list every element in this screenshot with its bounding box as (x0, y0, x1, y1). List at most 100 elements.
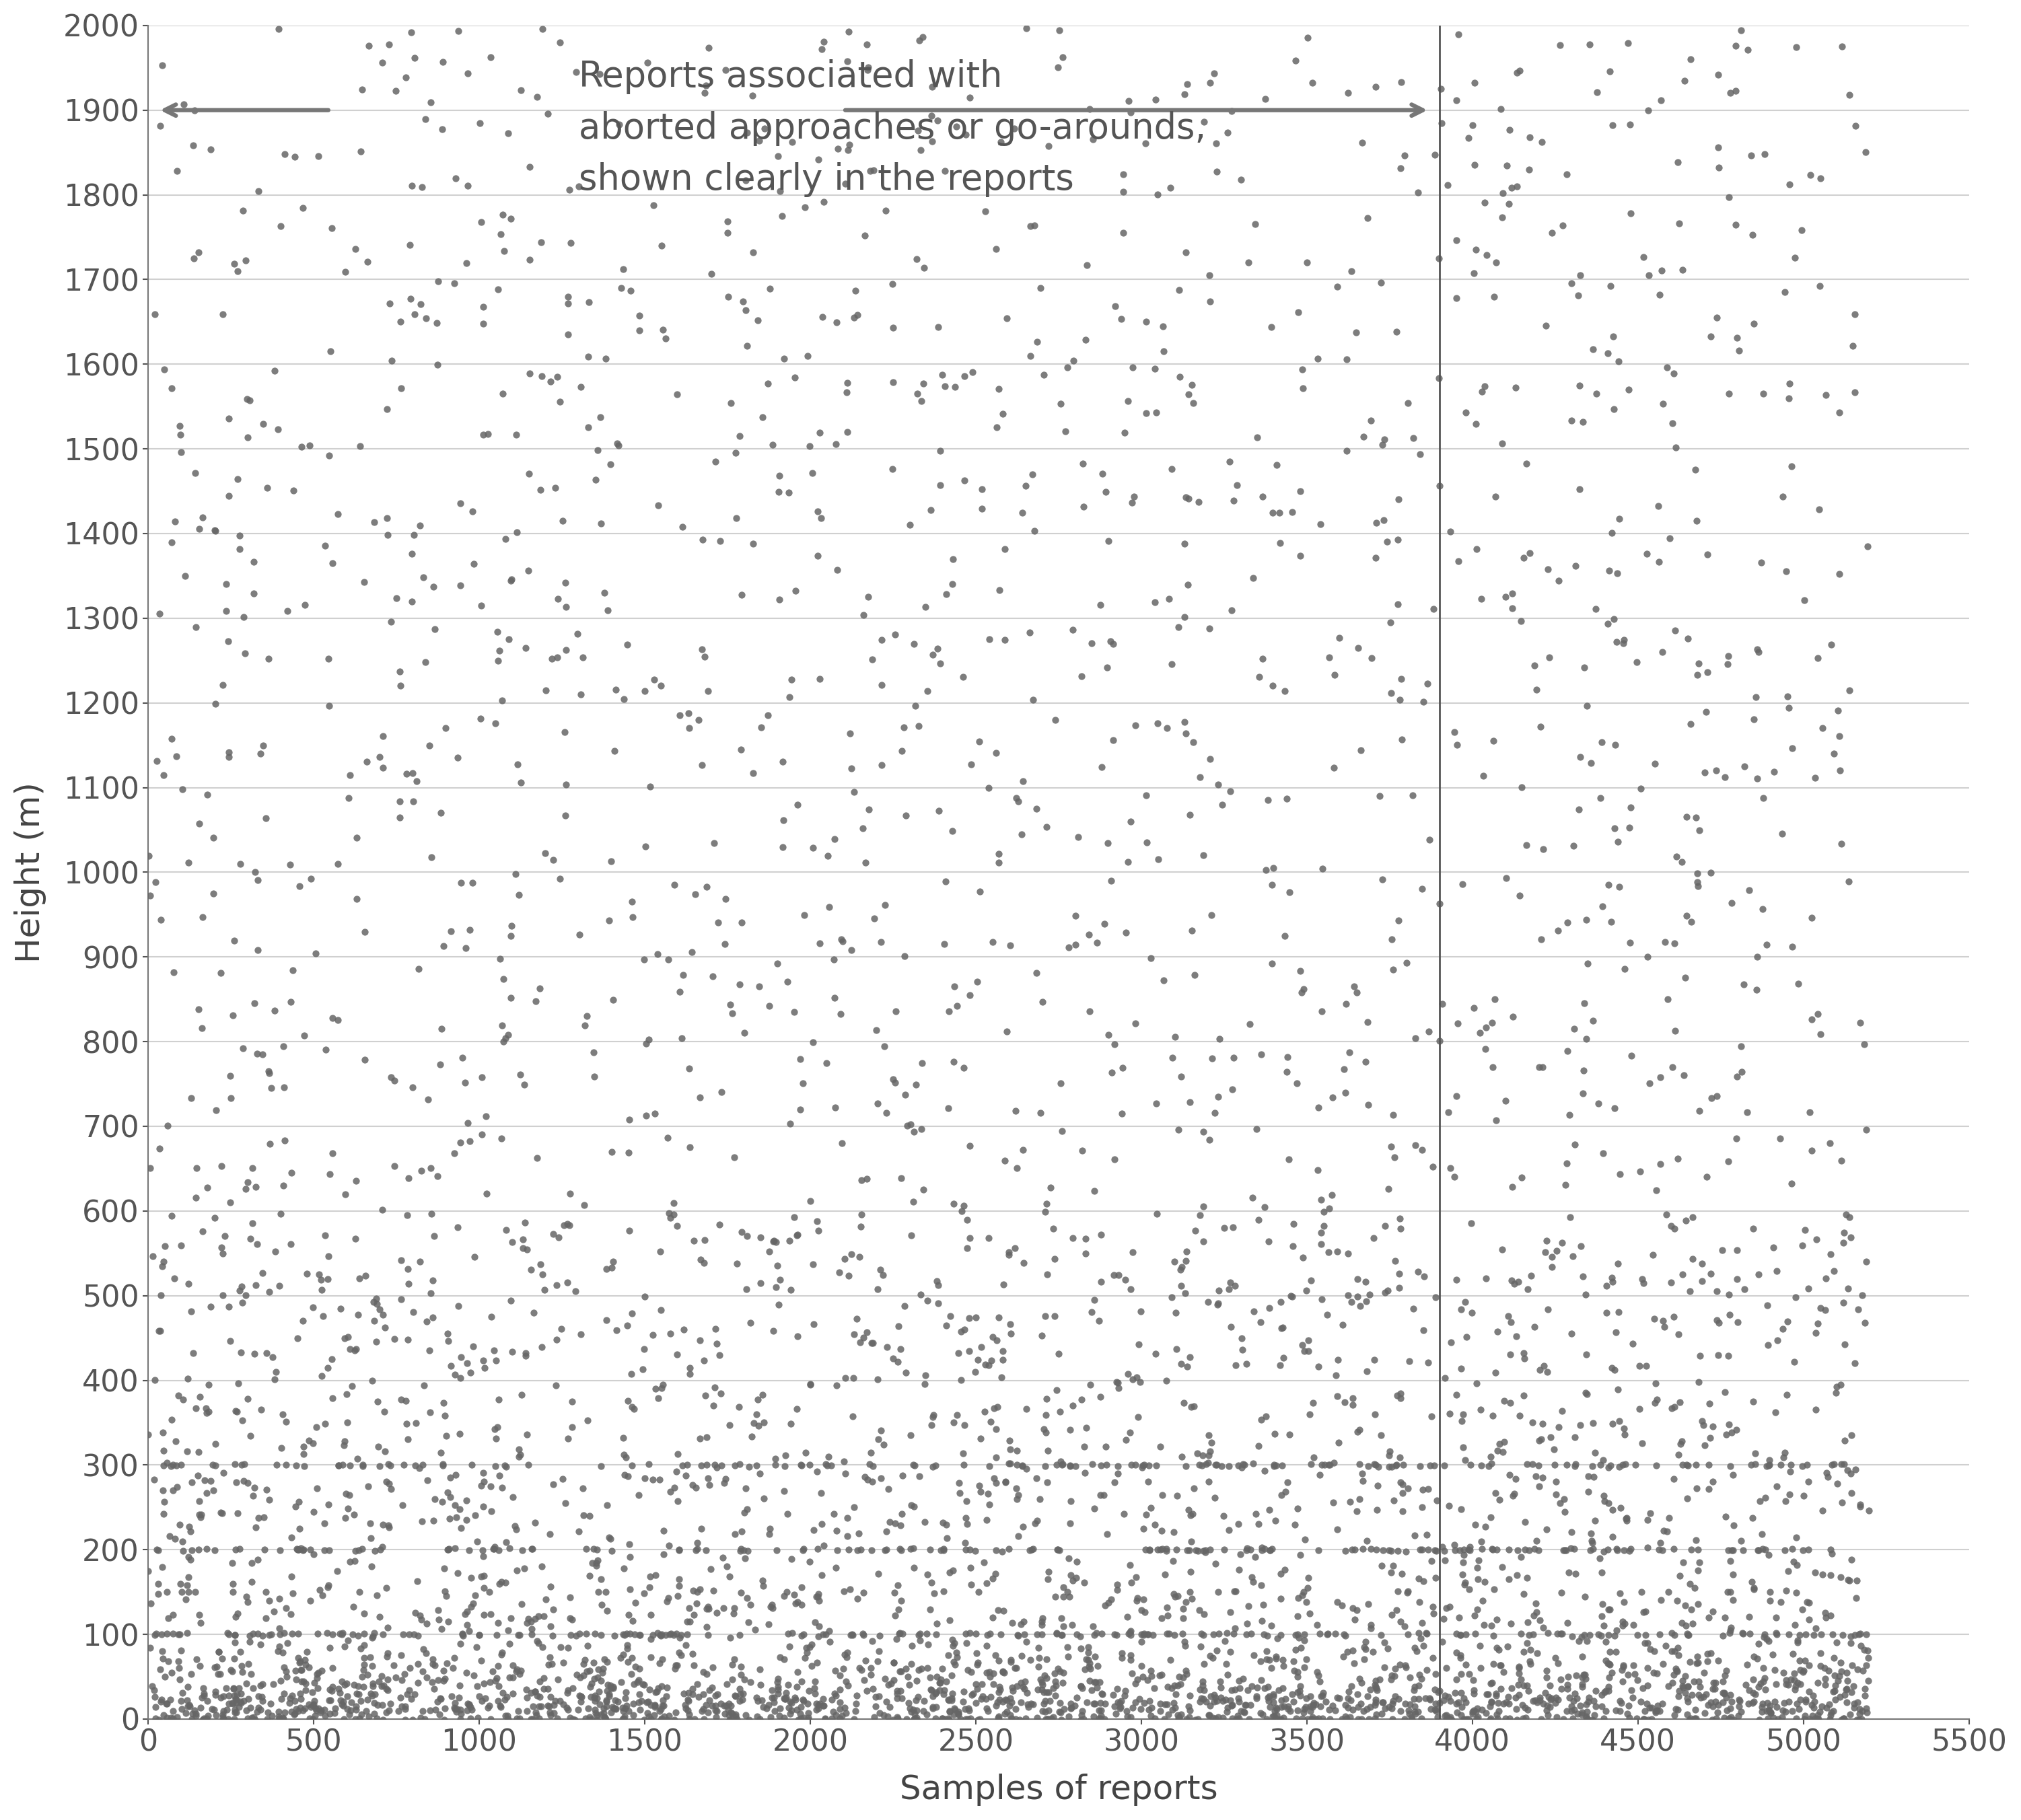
Point (1285, 1330, 1318, 1360)
Point (536, 1572, 568, 1602)
Point (200, 1653, 232, 1682)
Point (299, 939, 331, 968)
Point (443, 1494, 475, 1523)
Point (536, 1700, 568, 1729)
Point (287, 1536, 319, 1565)
Point (1077, 124, 1110, 153)
Point (1663, 1429, 1696, 1458)
Point (501, 750, 534, 779)
Point (342, 1536, 374, 1565)
Point (289, 1651, 321, 1680)
Point (1017, 1534, 1049, 1563)
Point (1603, 1578, 1635, 1607)
Point (1564, 1691, 1597, 1720)
Point (1572, 1684, 1605, 1713)
Point (1110, 1696, 1142, 1725)
Point (220, 1685, 253, 1714)
Point (1029, 1451, 1061, 1480)
Point (1253, 1496, 1285, 1525)
Point (1479, 482, 1512, 511)
Point (511, 1684, 544, 1713)
Point (1392, 388, 1425, 417)
Point (283, 1534, 315, 1563)
Point (1374, 1132, 1407, 1161)
Point (491, 1702, 523, 1731)
Point (972, 1480, 1004, 1509)
Point (437, 1653, 469, 1682)
Point (1302, 1660, 1334, 1689)
Point (1805, 164, 1837, 193)
Point (816, 945, 849, 974)
Point (475, 1600, 507, 1629)
Point (546, 506, 578, 535)
Point (485, 1638, 517, 1667)
Point (1081, 1651, 1114, 1680)
Point (1045, 1656, 1077, 1685)
Point (1785, 1656, 1817, 1685)
Point (1253, 1294, 1285, 1323)
Point (1776, 1696, 1809, 1725)
Point (509, 1674, 542, 1704)
Point (784, 1451, 816, 1480)
Point (1675, 906, 1708, 935)
Point (1831, 1565, 1863, 1594)
Point (190, 1478, 222, 1507)
Point (1168, 530, 1200, 559)
Point (1467, 761, 1500, 790)
Point (1586, 1602, 1619, 1631)
Point (1811, 1461, 1843, 1491)
Point (1245, 1309, 1277, 1338)
Point (1589, 1678, 1621, 1707)
Point (340, 1693, 372, 1722)
Point (1170, 482, 1202, 511)
Point (804, 1560, 837, 1589)
Point (1483, 1636, 1516, 1665)
Point (732, 1536, 764, 1565)
Point (1508, 1580, 1540, 1609)
Point (489, 1451, 521, 1480)
Point (348, 1620, 380, 1649)
Point (1233, 1010, 1265, 1039)
Point (1368, 1278, 1401, 1307)
Point (1607, 628, 1639, 657)
Point (170, 1585, 202, 1614)
Point (1419, 1694, 1451, 1724)
Point (364, 1534, 396, 1563)
Point (1809, 1603, 1841, 1633)
Point (956, 1571, 988, 1600)
Point (1611, 1660, 1643, 1689)
Point (1190, 1538, 1223, 1567)
Point (1114, 806, 1146, 835)
Point (1186, 1685, 1219, 1714)
Point (556, 1704, 588, 1733)
Point (1112, 1602, 1144, 1631)
Point (1536, 1241, 1568, 1270)
Point (748, 115, 780, 144)
Point (1641, 1176, 1673, 1205)
Point (1671, 1620, 1704, 1649)
Point (550, 770, 582, 799)
Point (1445, 1678, 1477, 1707)
Point (1209, 1534, 1241, 1563)
Point (1065, 1622, 1097, 1651)
Point (432, 1534, 465, 1563)
Point (926, 1654, 958, 1684)
Point (1661, 147, 1694, 177)
Point (396, 759, 428, 788)
Point (1712, 1536, 1744, 1565)
Point (780, 1394, 812, 1423)
Point (1073, 997, 1105, 1026)
Point (1085, 590, 1118, 619)
Point (263, 1633, 295, 1662)
Point (1787, 1451, 1819, 1480)
Point (1227, 1336, 1259, 1365)
Point (1447, 1560, 1479, 1589)
Point (485, 1640, 517, 1669)
Point (1605, 1656, 1637, 1685)
Point (614, 1620, 647, 1649)
Point (1593, 870, 1625, 899)
Point (265, 1434, 297, 1463)
Point (562, 1694, 594, 1724)
Point (511, 1696, 544, 1725)
Point (629, 945, 661, 974)
